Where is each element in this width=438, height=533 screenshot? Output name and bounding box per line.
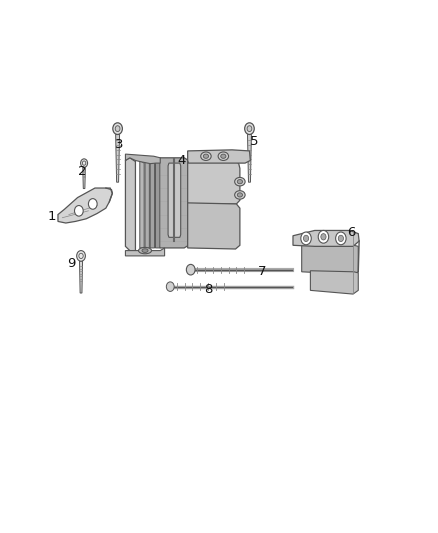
Circle shape [301,232,311,245]
Polygon shape [140,160,144,248]
Circle shape [321,233,326,240]
Circle shape [318,230,328,243]
Text: 9: 9 [67,257,75,270]
Polygon shape [311,271,358,294]
Text: 4: 4 [178,154,186,167]
Polygon shape [116,134,120,182]
Polygon shape [145,160,149,248]
Polygon shape [302,245,358,274]
Circle shape [77,251,85,261]
Ellipse shape [201,152,211,160]
Circle shape [245,123,254,134]
Ellipse shape [138,247,152,254]
Circle shape [88,199,97,209]
Polygon shape [83,167,85,189]
Ellipse shape [235,191,245,199]
Circle shape [338,235,343,241]
Ellipse shape [237,180,243,184]
Polygon shape [187,150,251,163]
Circle shape [74,206,83,216]
Ellipse shape [235,177,245,186]
Circle shape [115,126,120,132]
Text: 7: 7 [258,265,267,278]
Text: 1: 1 [47,209,56,223]
Polygon shape [293,230,359,246]
Polygon shape [168,163,181,237]
Polygon shape [125,158,135,251]
Circle shape [113,123,122,134]
Circle shape [166,282,174,292]
Polygon shape [125,154,160,164]
Polygon shape [155,160,160,248]
Circle shape [247,126,252,132]
Polygon shape [58,188,113,223]
Polygon shape [125,248,165,256]
Circle shape [186,264,195,275]
Polygon shape [187,160,240,204]
Polygon shape [158,158,188,248]
Text: 5: 5 [250,135,258,148]
Ellipse shape [221,154,226,158]
Text: 3: 3 [115,138,123,151]
Ellipse shape [203,154,208,158]
Circle shape [304,235,309,241]
Ellipse shape [142,249,148,253]
Circle shape [336,232,346,245]
Ellipse shape [218,152,229,160]
Ellipse shape [237,193,243,197]
Polygon shape [80,261,82,293]
Circle shape [81,159,88,167]
Polygon shape [150,160,155,248]
Text: 2: 2 [78,165,86,177]
Polygon shape [187,203,240,249]
Text: 6: 6 [348,225,356,239]
Polygon shape [247,134,251,182]
Text: 8: 8 [204,284,212,296]
